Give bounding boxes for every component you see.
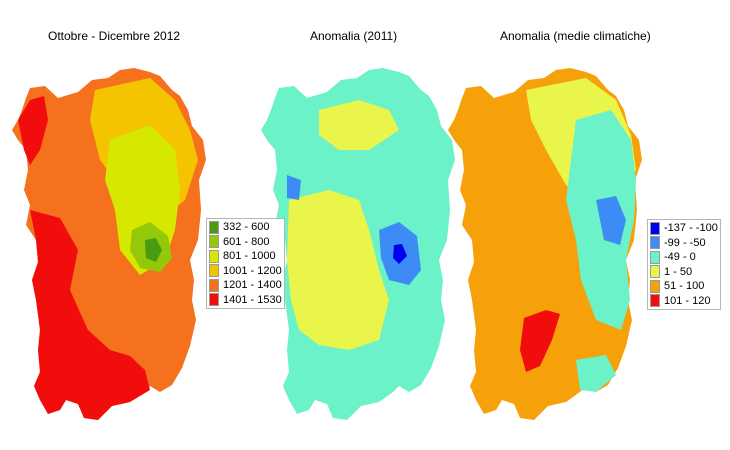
precipitation-legend-swatch [209, 220, 219, 234]
anomaly-legend-item: -137 - -100 [650, 221, 718, 236]
anomaly-legend-swatch [650, 221, 660, 235]
region-blue-peak [393, 244, 407, 264]
precipitation-legend-label: 332 - 600 [223, 221, 270, 234]
panel-title-3: Anomalia (medie climatiche) [500, 29, 651, 43]
anomaly-legend-item: -49 - 0 [650, 250, 718, 265]
region-west-yellow [287, 190, 389, 350]
map-panel-precipitation [12, 68, 206, 420]
anomaly-legend-label: -137 - -100 [664, 222, 718, 235]
panel-title-1: Ottobre - Dicembre 2012 [48, 29, 181, 43]
region-east-blue [596, 196, 626, 245]
region-blue-west [287, 175, 301, 200]
precipitation-legend-item: 601 - 800 [209, 235, 282, 250]
anomaly-legend-swatch [650, 279, 660, 293]
region-red-campidano [520, 310, 560, 372]
map-panel-anomaly-2011 [261, 68, 455, 420]
precipitation-legend-swatch [209, 264, 219, 278]
anomaly-legend-label: 101 - 120 [664, 294, 711, 307]
precipitation-legend-label: 1401 - 1530 [223, 293, 282, 306]
anomaly-legend-swatch [650, 294, 660, 308]
precipitation-legend-swatch [209, 278, 219, 292]
precipitation-legend-item: 1401 - 1530 [209, 293, 282, 308]
precipitation-legend-label: 1201 - 1400 [223, 279, 282, 292]
precipitation-legend-item: 1001 - 1200 [209, 264, 282, 279]
precipitation-legend-swatch [209, 293, 219, 307]
anomaly-legend-label: 1 - 50 [664, 265, 693, 278]
region-south-cyan [576, 355, 616, 392]
precipitation-legend-swatch [209, 235, 219, 249]
anomaly-legend-label: 51 - 100 [664, 280, 705, 293]
precipitation-legend-item: 1201 - 1400 [209, 278, 282, 293]
anomaly-legend-item: 1 - 50 [650, 265, 718, 280]
region-west-1401-1530 [30, 210, 150, 420]
anomaly-legend-item: -99 - -50 [650, 236, 718, 251]
region-north-yellow [319, 100, 399, 150]
precipitation-legend-item: 332 - 600 [209, 220, 282, 235]
precipitation-legend-label: 1001 - 1200 [223, 264, 282, 277]
anomaly-legend-swatch [650, 265, 660, 279]
anomaly-legend-swatch [650, 250, 660, 264]
region-gennargentu-peak [145, 238, 162, 262]
legend-precipitation: 332 - 600 601 - 800 801 - 1000 1001 - 1200 1… [206, 218, 285, 309]
map-panel-anomaly-climate [448, 68, 642, 420]
anomaly-legend-label: -49 - 0 [664, 251, 696, 264]
precipitation-legend-label: 801 - 1000 [223, 250, 276, 263]
panel-title-2: Anomalia (2011) [310, 29, 398, 43]
region-nw-1401-1530 [18, 96, 48, 165]
anomaly-legend-item: 101 - 120 [650, 294, 718, 309]
precipitation-legend-swatch [209, 249, 219, 263]
anomaly-legend-item: 51 - 100 [650, 279, 718, 294]
anomaly-legend-swatch [650, 236, 660, 250]
precipitation-legend-label: 601 - 800 [223, 235, 270, 248]
anomaly-legend-label: -99 - -50 [664, 236, 706, 249]
precipitation-legend-item: 801 - 1000 [209, 249, 282, 264]
